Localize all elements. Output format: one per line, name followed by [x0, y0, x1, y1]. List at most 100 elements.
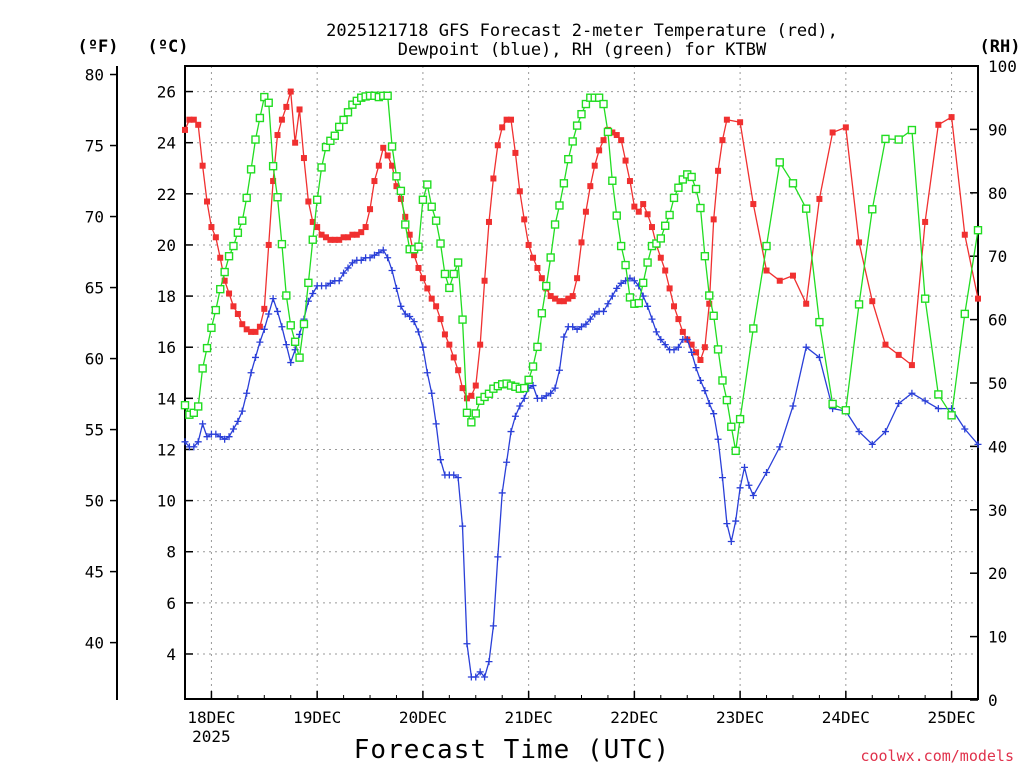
2-meter-temperature-point — [737, 119, 744, 126]
dewpoint-point — [340, 269, 348, 277]
dewpoint-point — [723, 520, 731, 528]
dewpoint-point — [573, 325, 581, 333]
2-meter-temperature-point — [547, 293, 554, 300]
2-meter-temperature-point — [961, 231, 968, 238]
dewpoint-point — [529, 382, 537, 390]
2-meter-temperature-point — [521, 216, 528, 223]
dewpoint-point — [657, 336, 665, 344]
rh-point — [881, 134, 890, 144]
2-meter-temperature-point — [182, 126, 188, 133]
dewpoint-point — [344, 264, 352, 272]
2-meter-temperature-point — [375, 162, 382, 169]
2-meter-temperature-point — [212, 234, 219, 241]
rh-point — [868, 205, 877, 214]
2-meter-temperature-point — [565, 295, 572, 302]
rh-point — [546, 253, 555, 262]
rh-point — [462, 408, 472, 417]
rh-point — [749, 324, 758, 333]
dewpoint-point — [414, 328, 422, 336]
dewpoint-point — [630, 277, 638, 285]
2-meter-temperature-point — [261, 305, 268, 312]
dewpoint-point — [802, 343, 810, 351]
credit-link[interactable]: coolwx.com/models — [860, 747, 1014, 765]
2-meter-temperature-point — [538, 275, 545, 282]
2-meter-temperature-point — [618, 137, 625, 144]
dewpoint-point — [375, 249, 383, 257]
dewpoint-line — [184, 249, 979, 679]
2-meter-temperature-point — [362, 224, 369, 231]
fahrenheit-unit-label: (ºF) — [78, 37, 119, 57]
rh-point — [343, 108, 353, 117]
fahrenheit-tick-label: 60 — [85, 350, 104, 369]
rh-point — [634, 298, 643, 308]
dewpoint-point — [260, 325, 268, 333]
dewpoint-point — [494, 553, 502, 561]
dewpoint-point — [370, 251, 378, 259]
rh-tick-label: 60 — [988, 311, 1007, 330]
dewpoint-point — [256, 338, 264, 346]
rh-point — [815, 317, 824, 327]
dewpoint-point — [489, 622, 497, 630]
2-meter-temperature-point — [556, 298, 563, 305]
rh-point — [656, 234, 665, 243]
dewpoint-point — [696, 376, 704, 384]
2-meter-temperature-point — [609, 129, 616, 136]
rh-point — [643, 258, 652, 267]
x-tick-label: 20DEC — [399, 708, 447, 727]
2-meter-temperature-point — [419, 275, 426, 282]
x-tick-label: 18DEC — [187, 708, 235, 727]
x-tick-label: 21DEC — [505, 708, 553, 727]
rh-point — [321, 142, 331, 152]
2-meter-temperature-point — [217, 254, 224, 261]
x-tick-sublabel: 2025 — [192, 727, 231, 746]
rh-point — [198, 364, 207, 373]
dewpoint-point — [582, 320, 590, 328]
fahrenheit-tick-label: 65 — [85, 279, 104, 298]
dewpoint-point — [542, 392, 550, 400]
dewpoint-point — [613, 284, 621, 292]
dewpoint-point — [745, 481, 753, 489]
dewpoint-point — [749, 491, 757, 499]
rh-point — [246, 165, 256, 174]
rh-point — [233, 228, 243, 237]
dewpoint-point — [617, 279, 625, 287]
axis-ticks: 4 6 8 10 12 14 16 18 20 22 24 26 40 45 50 55 60 65 70 75 80 0… — [85, 57, 1017, 746]
rh-point — [828, 399, 837, 409]
celsius-unit-label: (ºC) — [148, 37, 189, 57]
2-meter-temperature-point — [530, 254, 537, 261]
rh-point — [528, 362, 538, 371]
rh-point — [339, 115, 348, 125]
rh-point — [555, 201, 564, 210]
dewpoint-point — [736, 484, 744, 492]
rh-point — [599, 99, 608, 109]
2-meter-temperature-point — [508, 116, 515, 123]
2-meter-temperature-point — [292, 139, 299, 146]
fahrenheit-tick-label: 50 — [85, 492, 104, 511]
dewpoint-point — [463, 640, 471, 648]
dewpoint-point — [251, 353, 259, 361]
rh-point — [687, 172, 696, 182]
2-meter-temperature-point — [635, 208, 642, 215]
rh-point — [537, 309, 547, 318]
2-meter-temperature-point — [503, 116, 510, 123]
2-meter-temperature-point — [803, 300, 810, 307]
rh-point — [947, 411, 956, 420]
dewpoint-point — [406, 313, 414, 321]
celsius-tick-label: 8 — [166, 543, 176, 562]
2-meter-temperature-point — [415, 264, 422, 271]
2-meter-temperature-point — [763, 267, 770, 274]
fahrenheit-tick-label: 75 — [85, 137, 104, 156]
2-meter-temperature-point — [948, 114, 955, 121]
rh-point — [907, 125, 917, 135]
dewpoint-point — [190, 443, 198, 451]
dewpoint-point — [243, 389, 251, 397]
dewpoint-point — [423, 369, 431, 377]
dewpoint-point — [322, 282, 330, 290]
2-meter-temperature-point — [842, 124, 849, 131]
dewpoint-point — [203, 433, 211, 441]
rh-point — [445, 283, 454, 293]
2-meter-temperature-point — [424, 285, 431, 292]
rh-tick-label: 70 — [988, 247, 1007, 266]
2-meter-temperature-point — [226, 290, 233, 297]
dewpoint-point — [309, 290, 317, 298]
